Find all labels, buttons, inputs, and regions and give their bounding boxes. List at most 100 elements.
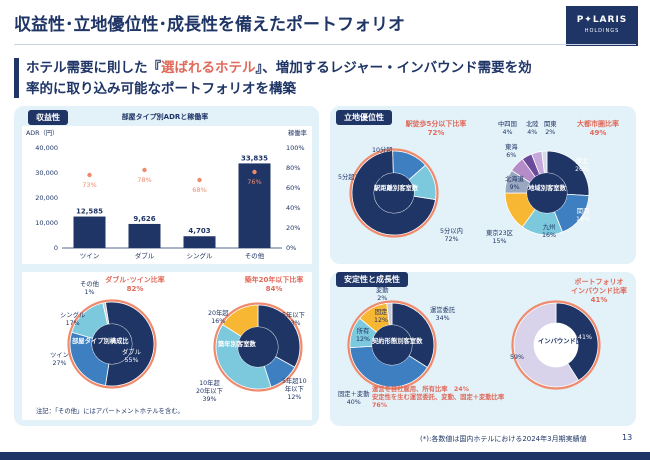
adr-tick-label: 30,000 xyxy=(35,169,58,177)
adr-value-label: 9,626 xyxy=(133,215,155,223)
age-label-10: 5年超10 年以下 12% xyxy=(282,378,307,401)
adr-tick-label: 20,000 xyxy=(35,194,58,202)
contract-notes: 運営を自社雇用、所有比率 24% 安定性を生む運営委託、変動、固定＋変動比率 7… xyxy=(372,386,505,409)
adr-bar xyxy=(183,236,216,248)
region-label-tokyo: 東京23区 15% xyxy=(486,230,513,245)
logo-name: P✦LARIS xyxy=(576,15,628,25)
rate-tick-label: 100% xyxy=(286,144,305,152)
station-label-10over: 10分超 14% xyxy=(372,147,393,162)
donut-center xyxy=(534,323,578,367)
contract-label-fix: 固定 12% xyxy=(374,309,388,324)
contract-label-un: 運営委託 34% xyxy=(430,307,456,322)
station-caption: 駅徒歩5分以下比率 72% xyxy=(405,120,467,137)
page-number: 13 xyxy=(622,433,633,442)
category-label: その他 xyxy=(245,251,265,260)
domestic-label-value: 59% xyxy=(510,354,524,361)
region-label-hokkaido: 北海道 9% xyxy=(505,176,524,191)
contract-label-kv: 固定＋変動 40% xyxy=(338,391,370,406)
station-label-within5: 5分以内 72% xyxy=(440,228,463,243)
room-label-twin: ツイン 27% xyxy=(50,352,69,367)
rate-value-label: 78% xyxy=(137,176,151,184)
subtitle: ホテル需要に則した『選ばれるホテル』、増加するレジャー・インバウンド需要を効 率… xyxy=(26,58,532,100)
stability-donuts xyxy=(347,300,601,390)
age-caption: 築年20年以下比率 84% xyxy=(244,276,304,293)
donut-center xyxy=(374,173,414,213)
rate-tick-label: 20% xyxy=(286,224,300,232)
category-label: ツイン xyxy=(80,252,100,260)
subtitle-line2: 率的に取り込み可能なポートフォリオを構築 xyxy=(26,81,296,97)
inbound-donut xyxy=(511,300,601,390)
logo-sub: HOLDINGS xyxy=(584,28,620,34)
rate-point xyxy=(252,169,257,175)
rate-point xyxy=(197,177,202,183)
rate-axis-label: 稼働率 xyxy=(288,130,307,137)
inbound-caption: ポートフォリオ インバウンド比率 41% xyxy=(571,278,627,304)
age-donut xyxy=(213,302,303,392)
rate-value-label: 73% xyxy=(82,181,96,189)
room-caption: ダブル･ツイン比率 82% xyxy=(105,276,165,293)
inbound-label-value: 41% xyxy=(578,334,592,341)
subtitle-pre: ホテル需要に則した『 xyxy=(26,60,161,76)
region-label-kanto: 関東 2% xyxy=(544,121,557,136)
category-label: シングル xyxy=(187,251,214,260)
room-label-single: シングル 17% xyxy=(60,312,86,327)
room-donut xyxy=(67,299,157,389)
station-label-5to10: 5分超10分以内 14% xyxy=(338,174,382,189)
adr-axis-label: ADR（円） xyxy=(26,130,59,137)
composition-donuts xyxy=(67,299,303,392)
category-label: ダブル xyxy=(135,251,155,260)
subtitle-bar xyxy=(14,58,19,98)
region-label-tokai: 東海 6% xyxy=(505,144,518,159)
contract-label-var: 変動 2% xyxy=(376,287,389,302)
adr-tick-label: 10,000 xyxy=(35,219,58,227)
footer-note: (*):各数値は国内ホテルにおける2024年3月期実績値 xyxy=(420,435,587,443)
adr-value-label: 12,585 xyxy=(76,208,103,216)
station-center-label: 駅距離別客室数 xyxy=(374,185,419,192)
adr-chart-title: 部屋タイプ別ADRと稼働率 xyxy=(121,113,209,121)
region-center-label: 地域別客室数 xyxy=(528,185,566,192)
adr-tick-label: 40,000 xyxy=(35,144,58,152)
header-divider xyxy=(14,44,636,45)
rate-value-label: 76% xyxy=(247,178,261,186)
region-label-chushikoku: 中四国 4% xyxy=(498,121,517,136)
region-caption: 大都市圏比率 49% xyxy=(577,120,619,137)
adr-bar xyxy=(128,223,161,248)
page-title: 収益性･立地優位性･成長性を備えたポートフォリオ xyxy=(14,15,405,35)
contract-label-own: 所有 12% xyxy=(356,328,370,343)
location-tag: 立地優位性 xyxy=(336,110,392,125)
age-center-label: 築年別客室数 xyxy=(218,341,256,348)
subtitle-highlight: 選ばれるホテル xyxy=(161,60,256,76)
subtitle-post: 』、増加するレジャー・インバウンド需要を効 xyxy=(255,60,532,76)
adr-value-label: 4,703 xyxy=(188,227,210,235)
donut-center xyxy=(372,325,412,365)
rate-tick-label: 0% xyxy=(286,244,296,252)
inbound-center-label: インバウンド比率 xyxy=(538,338,589,345)
rate-tick-label: 40% xyxy=(286,204,300,212)
donut-highlight-ring xyxy=(213,302,303,392)
contract-center-label: 契約形態別客室数 xyxy=(372,338,423,345)
room-label-other: その他 1% xyxy=(80,281,99,296)
donut-highlight-ring xyxy=(349,148,439,238)
station-donut xyxy=(349,148,439,238)
age-label-5: 5年以下 33% xyxy=(282,312,305,327)
stability-tag: 安定性と成長性 xyxy=(336,272,408,287)
region-label-hokuriku: 北陸 4% xyxy=(526,121,539,136)
region-label-kansai: 関西 18% xyxy=(576,208,590,223)
adr-bar-chart: 40,000 30,000 20,000 10,000 0 100% 80% 60% 40% 20… xyxy=(35,144,305,260)
rate-point xyxy=(142,167,147,173)
region-label-kyushu: 九州 16% xyxy=(542,224,556,239)
bottom-strip xyxy=(0,452,650,460)
donut-center xyxy=(527,173,567,213)
rate-point xyxy=(87,172,92,178)
profitability-note: 注記：「その他」にはアパートメントホテルを含む。 xyxy=(36,408,184,415)
adr-value-label: 33,835 xyxy=(241,154,268,162)
region-donut xyxy=(504,150,590,236)
adr-bar xyxy=(238,163,271,248)
rate-tick-label: 80% xyxy=(286,164,300,172)
region-label-tohoku: 東北 26% xyxy=(575,158,589,173)
company-logo: P✦LARIS HOLDINGS xyxy=(566,6,638,46)
rate-value-label: 68% xyxy=(192,186,206,194)
contract-donut xyxy=(347,300,437,390)
donut-center xyxy=(238,327,278,367)
adr-bar xyxy=(73,216,106,248)
